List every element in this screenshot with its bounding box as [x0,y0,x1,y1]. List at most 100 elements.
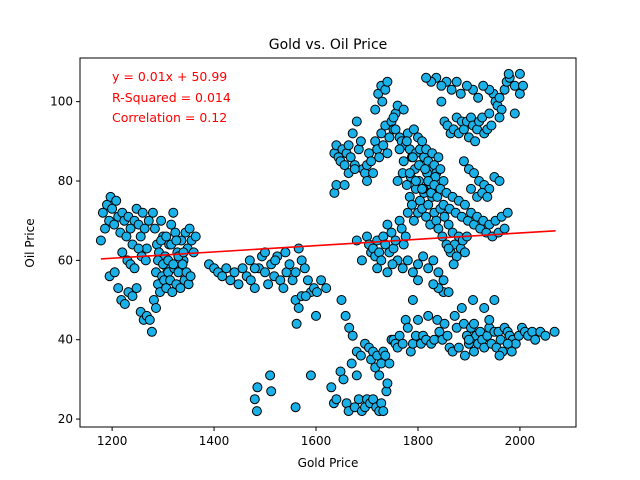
scatter-point [459,199,470,210]
scatter-point [336,295,347,305]
scatter-point [107,203,118,214]
scatter-point [378,406,389,417]
scatter-point [280,247,291,258]
scatter-point [540,330,551,341]
scatter-point [453,342,464,353]
scatter-point [494,112,505,123]
scatter-point [428,279,439,290]
scatter-point [382,378,393,389]
scatter-point [502,338,513,349]
scatter-point [463,334,474,345]
scatter-point [249,263,260,274]
scatter-point [109,219,120,230]
scatter-point [249,394,260,405]
axes: 1200 1400 1600 1800 2000 20 40 60 80 100 [50,57,577,448]
scatter-point [245,275,256,286]
scatter-point [382,148,393,159]
scatter-point [408,124,419,135]
scatter-point [151,303,161,313]
scatter-point [137,207,148,218]
scatter-point [229,267,240,278]
scatter-point [311,310,321,321]
scatter-point [349,164,360,175]
scatter-point [331,180,342,190]
x-axis-label: Gold Price [298,456,359,470]
scatter-point [244,255,255,266]
scatter-point [410,176,421,186]
scatter-point [398,104,409,115]
scatter-point [449,310,460,321]
regression-equation: y = 0.01x + 50.99 [112,69,227,84]
scatter-point [346,358,357,369]
x-tick-label: 1400 [199,434,230,448]
scatter-point [390,124,401,135]
scatter-point [347,128,358,139]
scatter-point [167,287,178,298]
scatter-point [469,168,479,179]
scatter-point [421,72,432,83]
axes-frame [79,57,577,428]
scatter-point [111,195,122,206]
scatter-point [233,279,244,290]
scatter-point [139,223,150,234]
scatter-point [499,223,510,234]
scatter-point [305,370,316,381]
scatter-point [396,223,407,234]
scatter-point [351,116,362,127]
scatter-point [338,374,349,385]
scatter-point [370,104,381,115]
y-tick-label: 100 [50,95,73,109]
scatter-point [402,207,413,218]
scatter-point [129,263,140,274]
scatter-point [397,263,408,274]
scatter-point [461,80,472,91]
scatter-point [376,128,387,139]
scatter-point [494,92,505,103]
scatter-point [489,295,500,305]
scatter-point [443,243,454,254]
x-tick-label: 1800 [403,434,434,448]
scatter-point [380,350,391,361]
x-tick-label: 1200 [97,434,128,448]
y-tick-label: 20 [58,412,73,426]
scatter-point [518,80,528,91]
scatter-point [382,219,393,230]
scatter-point [479,303,490,313]
scatter-point [549,326,560,337]
scatter-point [435,164,446,175]
scatter-point [421,211,432,222]
scatter-point [140,255,151,266]
scatter-point [394,144,405,155]
scatter-point [398,156,409,167]
scatter-point [436,96,447,107]
scatter-point [408,215,419,226]
scatter-point [506,346,517,357]
scatter-point [168,207,179,218]
scatter-point [345,152,356,163]
scatter-point [302,275,313,286]
scatter-point [401,136,412,147]
scatter-point [382,267,393,278]
scatter-point [178,247,189,258]
scatter-point [417,136,428,147]
scatter-point [97,207,108,218]
scatter-point [127,291,138,302]
x-tick-label: 2000 [505,434,536,448]
scatter-point [166,219,177,230]
scatter-point [436,80,447,91]
scatter-point [185,271,196,282]
y-axis-label: Oil Price [23,218,37,267]
scatter-point [263,279,274,290]
scatter-point [171,235,182,246]
scatter-point [290,267,301,278]
scatter-point [387,259,398,270]
scatter-point [374,370,385,381]
scatter-point [376,255,387,266]
scatter-point [331,394,342,405]
scatter-point [388,112,399,123]
scatter-point [100,223,110,234]
scatter-point [284,259,295,270]
scatter-point [502,207,513,218]
scatter-point [392,176,403,186]
scatter-point [270,255,281,266]
